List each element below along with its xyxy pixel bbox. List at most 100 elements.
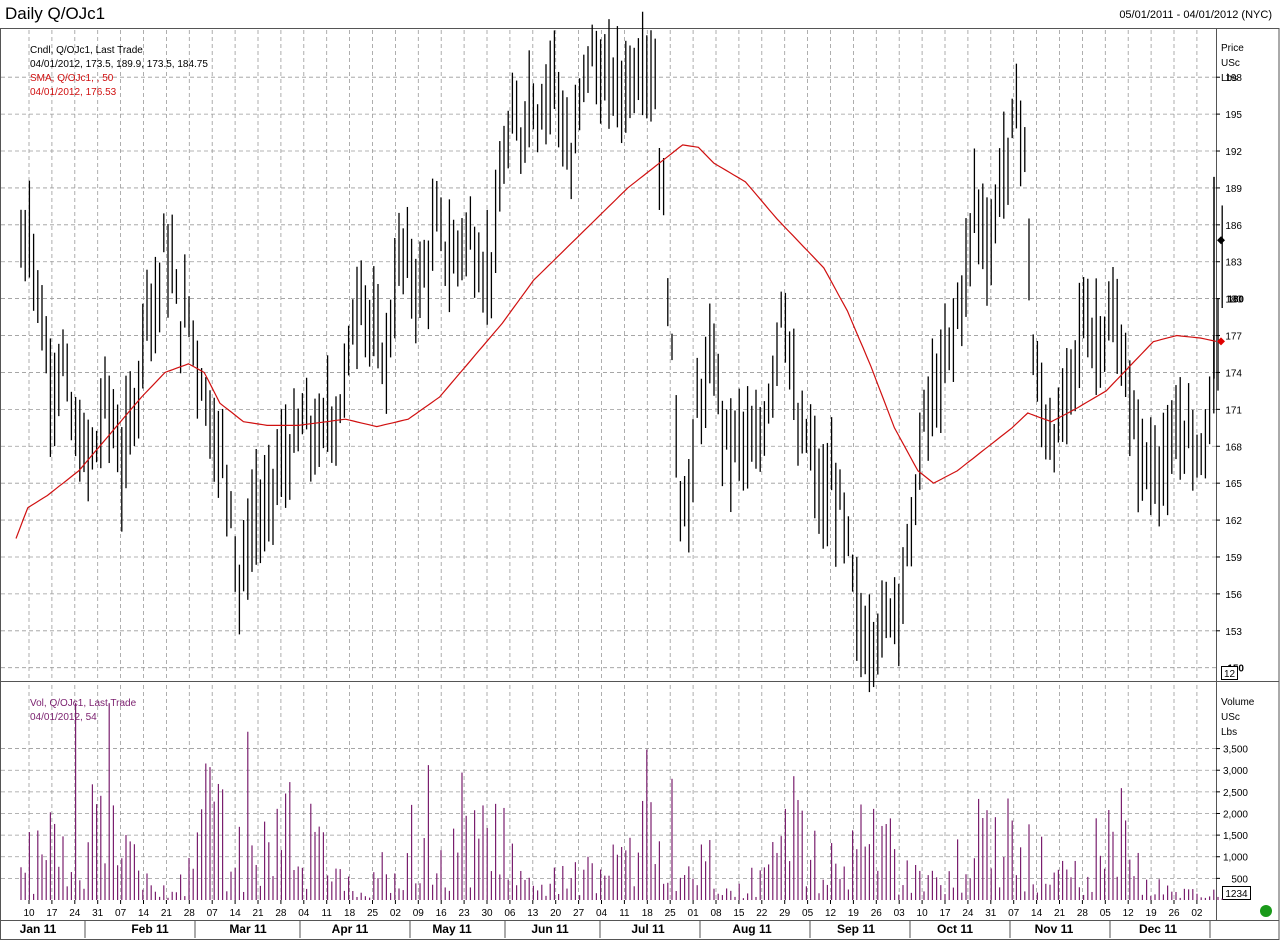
x-day-label: 10: [917, 908, 929, 919]
volume-tick-label: 2,500: [1223, 788, 1248, 799]
x-day-label: 08: [710, 908, 722, 919]
x-month-label: May 11: [432, 922, 472, 936]
volume-axis-title: USc: [1221, 712, 1240, 723]
x-day-label: 14: [230, 908, 242, 919]
x-day-label: 30: [481, 908, 493, 919]
price-bars: [20, 11, 1223, 693]
x-day-label: 12: [825, 908, 837, 919]
x-day-label: 24: [69, 908, 81, 919]
price-legend-line: Cndl, Q/OJc1, Last Trade: [30, 45, 143, 56]
price-axis-title: Lbs: [1221, 73, 1237, 84]
volume-scale-box-label: 1234: [1225, 889, 1248, 900]
x-day-label: 18: [344, 908, 356, 919]
x-day-label: 07: [1008, 908, 1020, 919]
price-scale-box-label: 12: [1224, 669, 1236, 680]
x-day-label: 24: [962, 908, 974, 919]
volume-tick-label: 2,000: [1223, 809, 1248, 820]
x-day-label: 11: [619, 908, 630, 919]
x-day-label: 15: [733, 908, 745, 919]
x-day-label: 12: [1123, 908, 1135, 919]
x-month-label: Aug 11: [732, 922, 772, 936]
price-tick-label: 180: [1225, 295, 1242, 306]
x-day-label: 28: [184, 908, 196, 919]
price-tick-label-bold: 180: [1227, 295, 1244, 306]
x-day-label: 26: [1168, 908, 1180, 919]
price-tick-label: 198: [1225, 73, 1242, 84]
price-tick-label: 192: [1225, 147, 1242, 158]
x-day-label: 23: [459, 908, 471, 919]
x-day-label: 05: [1100, 908, 1112, 919]
x-day-label: 27: [573, 908, 585, 919]
x-day-label: 19: [1146, 908, 1158, 919]
x-month-label: Jan 11: [20, 922, 57, 936]
x-day-label: 16: [436, 908, 448, 919]
x-month-label: Dec 11: [1139, 922, 1177, 936]
price-gridlines: 153 156 159 162 165 168 171 174 177 180 183 186 189 1…: [1, 73, 1244, 675]
x-day-label: 21: [161, 908, 173, 919]
price-tick-label: 168: [1225, 442, 1242, 453]
price-tick-label: 174: [1225, 368, 1242, 379]
price-scale-box: [1221, 666, 1238, 680]
x-day-label: 31: [985, 908, 997, 919]
volume-tick-label: 3,500: [1223, 745, 1248, 756]
chart-header: Daily Q/OJc1 05/01/2011 - 04/01/2012 (NY…: [0, 0, 1280, 28]
volume-tick-label: 1,500: [1223, 831, 1248, 842]
x-day-label: 17: [939, 908, 951, 919]
price-tick-label: 195: [1225, 110, 1242, 121]
price-axis-title: USc: [1221, 58, 1240, 69]
date-range: 05/01/2011 - 04/01/2012 (NYC): [1119, 9, 1272, 21]
x-day-label: 07: [115, 908, 127, 919]
x-day-label: 05: [802, 908, 814, 919]
volume-tick-label: 1,000: [1223, 853, 1248, 864]
x-day-label: 06: [504, 908, 516, 919]
x-day-label: 20: [550, 908, 562, 919]
price-legend-line: 04/01/2012, 176.53: [30, 87, 117, 98]
sma-line: [15, 144, 1217, 539]
volume-gridlines: 500 1,000 1,500 2,000 2,500 3,000 3,500: [1, 745, 1248, 885]
x-month-label: Jul 11: [631, 922, 665, 936]
x-day-label: 13: [527, 908, 539, 919]
x-day-label: 04: [596, 908, 608, 919]
x-month-label: Apr 11: [332, 922, 369, 936]
volume-scale-box: [1222, 886, 1251, 900]
price-tick-label: 189: [1225, 184, 1242, 195]
x-day-label: 17: [46, 908, 58, 919]
price-tick-label: 177: [1225, 332, 1242, 343]
status-indicator-icon: [1260, 905, 1272, 917]
price-legend-line: 04/01/2012, 173.5, 189.9, 173.5, 184.75: [30, 59, 208, 70]
x-day-label: 28: [275, 908, 287, 919]
x-day-label: 14: [1031, 908, 1043, 919]
volume-axis-title: Lbs: [1221, 727, 1237, 738]
x-day-label: 03: [894, 908, 906, 919]
x-month-label: Feb 11: [131, 922, 169, 936]
x-day-label: 01: [688, 908, 700, 919]
x-day-label: 25: [665, 908, 677, 919]
x-day-label: 22: [756, 908, 768, 919]
last-price-marker: [1217, 236, 1225, 245]
x-day-label: 09: [413, 908, 425, 919]
x-day-label: 02: [1191, 908, 1203, 919]
x-day-labels: 10 17 24 31 07 14 21 28 07 14 21 28 04 11 18 25 02 09 16 23…: [23, 900, 1203, 919]
x-day-label: 18: [642, 908, 654, 919]
x-day-label: 19: [848, 908, 860, 919]
chart-frame: [0, 28, 1280, 940]
price-tick-label: 159: [1225, 553, 1242, 564]
x-day-label: 14: [138, 908, 150, 919]
x-day-label: 04: [298, 908, 310, 919]
price-legend-line: SMA, Q/OJc1, , 50: [30, 73, 114, 84]
price-tick-label: 162: [1225, 516, 1242, 527]
x-day-label: 07: [207, 908, 219, 919]
price-tick-label: 171: [1225, 405, 1242, 416]
x-day-label: 21: [252, 908, 264, 919]
volume-axis-title: Volume: [1221, 697, 1255, 708]
price-tick-label: 186: [1225, 221, 1242, 232]
x-month-label: Nov 11: [1035, 922, 1074, 936]
x-day-label: 31: [92, 908, 104, 919]
volume-bars: [20, 703, 1223, 900]
volume-legend-line: Vol, Q/OJc1, Last Trade: [30, 698, 137, 709]
x-day-label: 10: [23, 908, 35, 919]
x-month-label: Jun 11: [531, 922, 569, 936]
x-day-label: 25: [367, 908, 379, 919]
